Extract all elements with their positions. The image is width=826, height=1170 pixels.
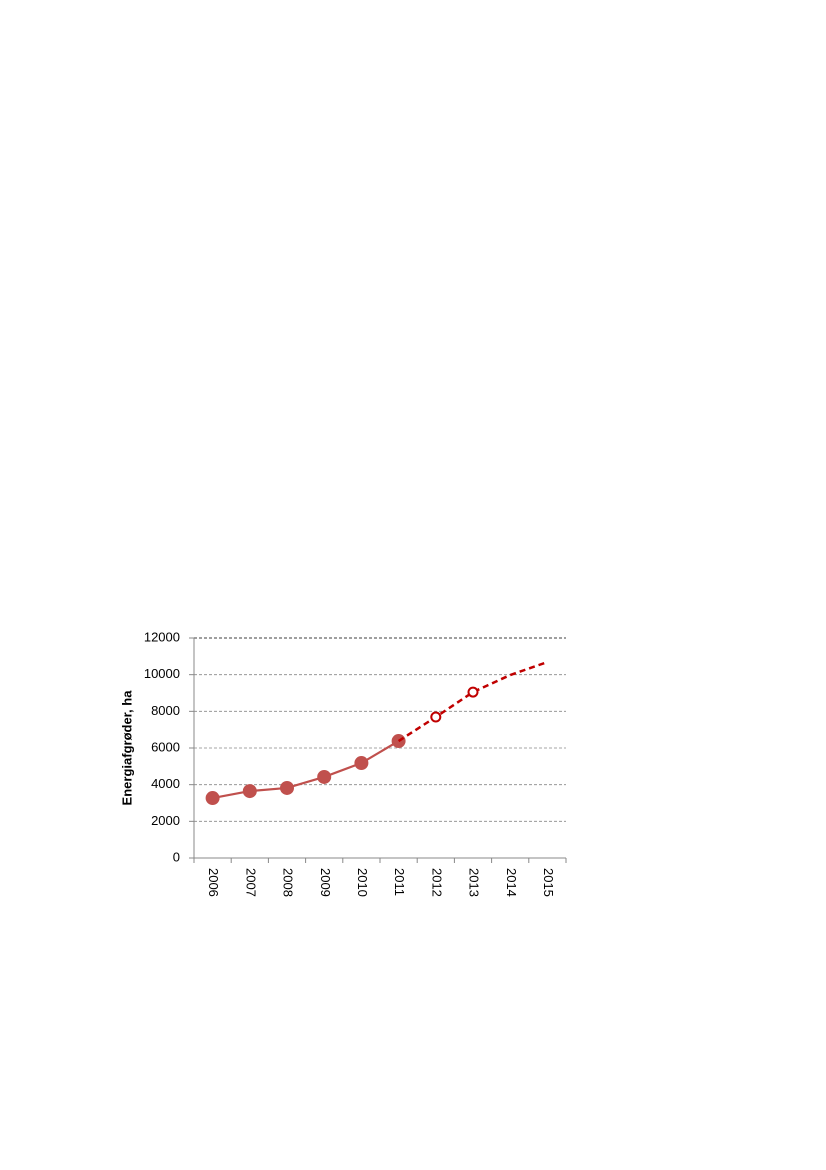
- y-axis-label: Energiafgrøder, ha: [119, 690, 134, 806]
- y-tick-label: 12000: [144, 629, 180, 644]
- series-line: [397, 660, 548, 743]
- y-tick-label: 4000: [151, 776, 180, 791]
- y-tick-label: 10000: [144, 666, 180, 681]
- data-point: [467, 686, 479, 698]
- x-tick-label: 2012: [429, 868, 444, 897]
- x-tick-label: 2006: [206, 868, 221, 897]
- y-tick-label: 0: [173, 849, 180, 864]
- x-tick-label: 2015: [541, 868, 556, 897]
- data-point: [205, 791, 220, 806]
- x-tick-label: 2011: [392, 868, 407, 896]
- x-tick-label: 2007: [243, 868, 258, 897]
- y-tick-label: 2000: [151, 813, 180, 828]
- data-point: [430, 711, 442, 723]
- data-point: [317, 769, 332, 784]
- y-tick-label: 6000: [151, 739, 180, 754]
- y-tick-label: 8000: [151, 703, 180, 718]
- data-point: [242, 784, 257, 799]
- data-point: [354, 756, 369, 771]
- x-tick-label: 2008: [281, 868, 296, 897]
- x-tick-label: 2013: [467, 868, 482, 897]
- x-tick-label: 2010: [355, 868, 370, 897]
- x-tick-label: 2009: [318, 868, 333, 897]
- series-line: [212, 740, 400, 800]
- x-tick-label: 2014: [504, 868, 519, 897]
- data-point: [280, 780, 294, 795]
